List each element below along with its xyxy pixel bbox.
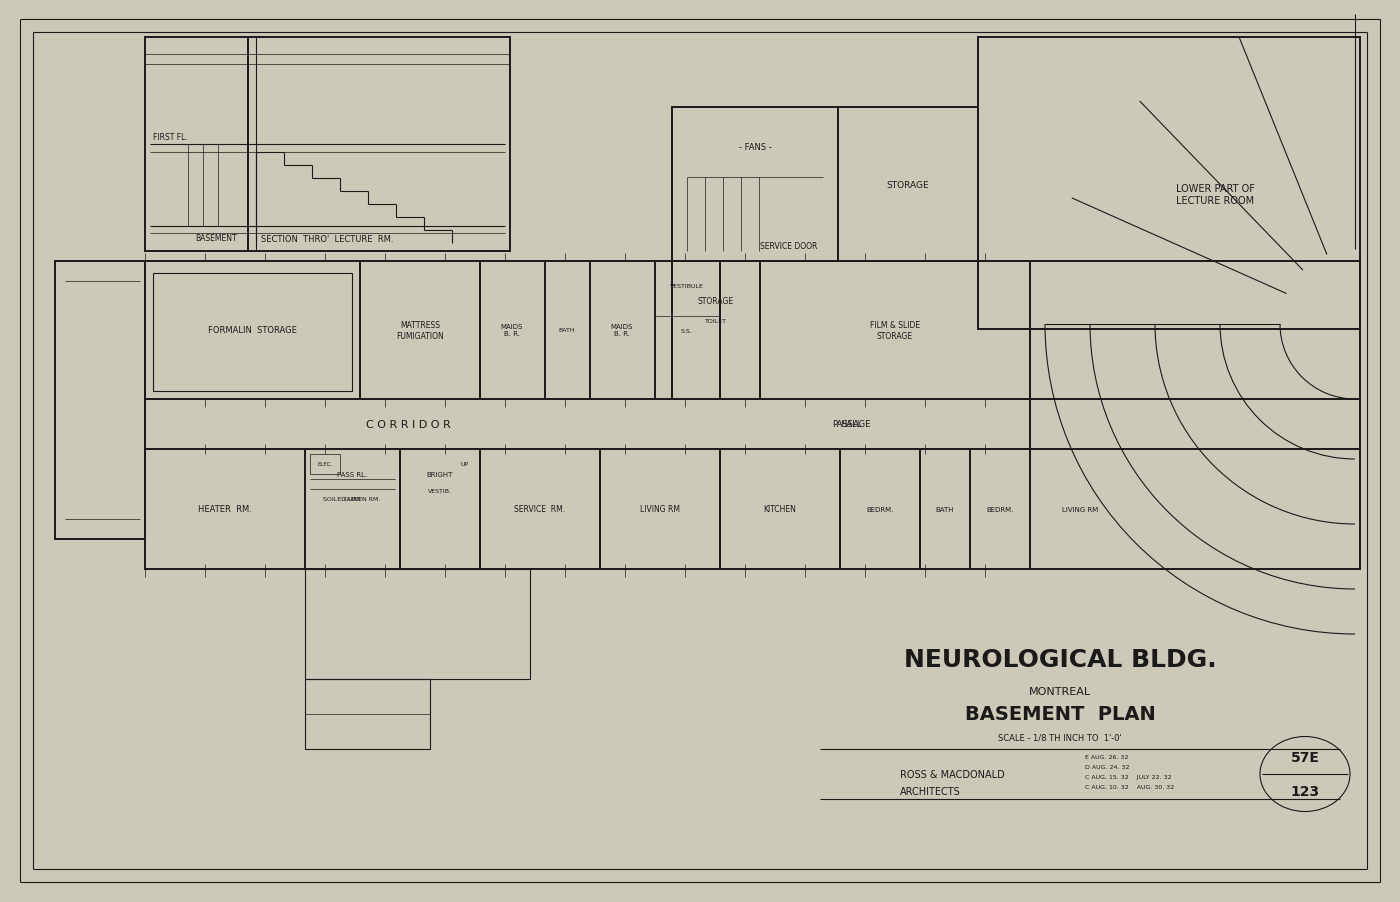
Text: MONTREAL: MONTREAL <box>1029 686 1091 696</box>
Text: SERVICE DOOR: SERVICE DOOR <box>760 243 818 252</box>
Text: STORAGE: STORAGE <box>699 297 734 306</box>
Text: LIVING RM: LIVING RM <box>1061 506 1098 512</box>
Text: BEDRM.: BEDRM. <box>987 506 1014 512</box>
Text: KITCHEN: KITCHEN <box>763 505 797 514</box>
Text: - FANS -: - FANS - <box>739 143 771 152</box>
Text: TOILET: TOILET <box>706 319 727 324</box>
Text: SOILED LINEN RM.: SOILED LINEN RM. <box>323 497 381 502</box>
Text: FILM & SLIDE
STORAGE: FILM & SLIDE STORAGE <box>869 321 920 340</box>
Text: LIVING RM: LIVING RM <box>640 505 680 514</box>
Text: BEDRM.: BEDRM. <box>867 506 893 512</box>
Text: S.S.: S.S. <box>682 329 693 334</box>
Text: UP: UP <box>461 462 469 467</box>
Text: STORAGE: STORAGE <box>886 180 930 189</box>
Text: HALL: HALL <box>840 420 861 429</box>
Text: BATH: BATH <box>935 506 955 512</box>
Text: ELEC.: ELEC. <box>318 462 333 467</box>
Text: NEUROLOGICAL BLDG.: NEUROLOGICAL BLDG. <box>903 648 1217 671</box>
Text: VESTIB.: VESTIB. <box>428 489 452 494</box>
Bar <box>146 262 1030 569</box>
Text: ARCHITECTS: ARCHITECTS <box>900 787 960 796</box>
Text: SERVICE  RM.: SERVICE RM. <box>514 505 566 514</box>
Text: 57E: 57E <box>1291 750 1319 764</box>
Text: MAIDS
B. R.: MAIDS B. R. <box>501 324 524 337</box>
Text: BASEMENT  PLAN: BASEMENT PLAN <box>965 704 1155 723</box>
Text: LOWER PART OF
LECTURE ROOM: LOWER PART OF LECTURE ROOM <box>1176 184 1254 206</box>
Text: C AUG. 10. 32    AUG. 30. 32: C AUG. 10. 32 AUG. 30. 32 <box>1085 785 1175 789</box>
Text: PASS RL.: PASS RL. <box>337 472 367 477</box>
Text: HEATER  RM.: HEATER RM. <box>197 505 252 514</box>
Text: 123: 123 <box>1291 784 1320 798</box>
Text: CARTS: CARTS <box>344 497 361 502</box>
Text: SECTION  THRO'  LECTURE  RM.: SECTION THRO' LECTURE RM. <box>260 235 393 244</box>
Bar <box>672 108 839 262</box>
Bar <box>1030 262 1359 569</box>
Bar <box>305 569 531 679</box>
Text: FORMALIN  STORAGE: FORMALIN STORAGE <box>207 327 297 336</box>
Text: FIRST FL.: FIRST FL. <box>153 133 188 142</box>
Text: D AUG. 24. 32: D AUG. 24. 32 <box>1085 765 1130 769</box>
Bar <box>153 273 351 391</box>
Text: BRIGHT: BRIGHT <box>427 472 454 477</box>
Text: C AUG. 15. 32    JULY 22. 32: C AUG. 15. 32 JULY 22. 32 <box>1085 775 1172 779</box>
Text: ROSS & MACDONALD: ROSS & MACDONALD <box>900 769 1005 779</box>
Bar <box>146 38 510 252</box>
Text: SCALE - 1/8 TH INCH TO  1'-0': SCALE - 1/8 TH INCH TO 1'-0' <box>998 732 1121 741</box>
Bar <box>309 455 340 474</box>
Text: MAIDS
B. R.: MAIDS B. R. <box>610 324 633 337</box>
Bar <box>839 108 979 262</box>
Bar <box>305 679 430 750</box>
Text: BATH: BATH <box>559 328 575 333</box>
Text: MATTRESS
FUMIGATION: MATTRESS FUMIGATION <box>396 321 444 340</box>
Text: C O R R I D O R: C O R R I D O R <box>365 419 451 429</box>
Text: PASSAGE: PASSAGE <box>832 420 871 429</box>
Text: BASEMENT: BASEMENT <box>195 234 237 243</box>
Bar <box>979 38 1359 329</box>
Text: VESTIBULE: VESTIBULE <box>671 284 704 290</box>
Text: E AUG. 26. 32: E AUG. 26. 32 <box>1085 755 1128 759</box>
Bar <box>55 262 146 539</box>
